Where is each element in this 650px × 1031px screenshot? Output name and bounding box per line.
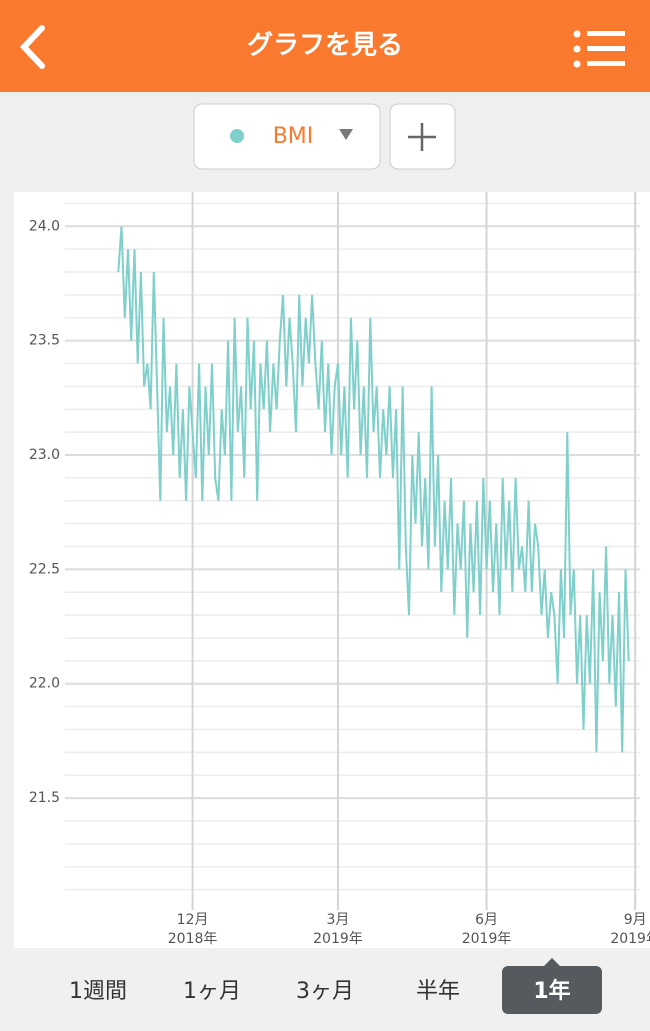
plot: 21.5 22.0 22.5 23.0 23.5 24.0 12月 2018年 3月 2019年 6… bbox=[29, 192, 650, 947]
x-tick-label: 6月 bbox=[475, 912, 498, 928]
x-tick-label: 2019年 bbox=[462, 931, 512, 947]
selected-tab-bg bbox=[502, 966, 602, 1014]
period-tab[interactable]: 3ヶ月 bbox=[296, 979, 354, 1004]
y-tick-label: 22.0 bbox=[29, 676, 60, 692]
data-line bbox=[117, 226, 630, 753]
x-tick-label: 2019年 bbox=[610, 931, 650, 947]
y-tick-label: 23.5 bbox=[29, 333, 60, 349]
dropdown-label: BMI bbox=[273, 124, 314, 149]
y-tick-label: 21.5 bbox=[29, 790, 60, 806]
x-tick-label: 9月 bbox=[624, 912, 647, 928]
menu-button[interactable] bbox=[573, 30, 626, 68]
add-icon bbox=[408, 123, 436, 151]
header-title: グラフを見る bbox=[247, 31, 403, 61]
series-dot bbox=[230, 129, 244, 143]
y-tick-label: 24.0 bbox=[29, 218, 60, 234]
selected-tab-pointer bbox=[544, 958, 560, 966]
period-tab[interactable]: 1年 bbox=[533, 978, 570, 1004]
header-bar bbox=[0, 0, 650, 92]
dropdown-arrow bbox=[339, 129, 353, 140]
back-button[interactable] bbox=[19, 25, 45, 69]
y-tick-label: 23.0 bbox=[29, 447, 60, 463]
tabs: 1週間 1ヶ月 3ヶ月 半年 1年 bbox=[69, 958, 602, 1014]
x-tick-label: 2018年 bbox=[168, 931, 218, 947]
period-tab[interactable]: 1週間 bbox=[69, 979, 127, 1004]
x-tick-label: 2019年 bbox=[313, 931, 363, 947]
y-tick-label: 22.5 bbox=[29, 561, 60, 577]
metric-dropdown[interactable] bbox=[193, 103, 381, 170]
x-tick-label: 3月 bbox=[327, 912, 350, 928]
period-tab[interactable]: 1ヶ月 bbox=[183, 979, 241, 1004]
x-tick-label: 12月 bbox=[177, 912, 209, 928]
period-tab[interactable]: 半年 bbox=[416, 979, 460, 1004]
